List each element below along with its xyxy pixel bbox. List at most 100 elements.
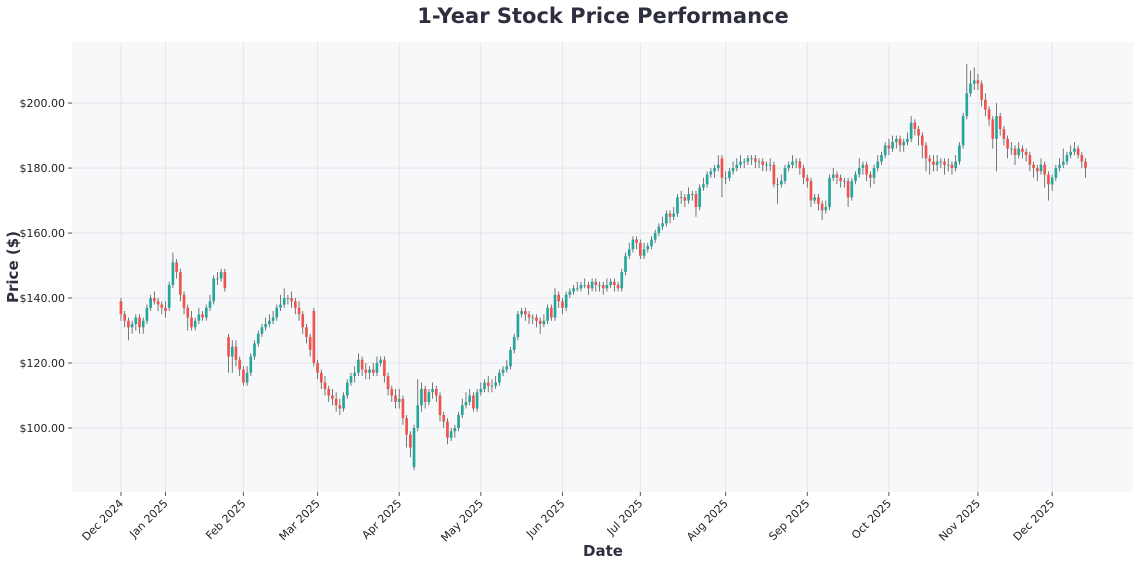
candle-body: [524, 311, 527, 315]
candle-body: [408, 434, 412, 448]
candle-body: [494, 382, 497, 386]
candle-body: [672, 213, 676, 217]
candle-body: [564, 294, 568, 308]
candle-body: [242, 369, 245, 383]
candle-body: [127, 320, 130, 328]
x-tick-label: Mar 2025: [277, 497, 323, 543]
candle-body: [624, 255, 627, 273]
candle-body: [401, 398, 405, 419]
candles: [119, 64, 1087, 471]
candle-body: [160, 304, 164, 308]
candle-body: [457, 414, 460, 428]
candle-body: [683, 197, 687, 201]
candle-body: [535, 317, 538, 321]
candle-body: [164, 307, 167, 312]
candle-body: [223, 272, 227, 289]
candle-body: [880, 155, 883, 162]
candle-body: [598, 285, 601, 286]
candle-body: [657, 226, 661, 234]
x-tick-label: Dec 2025: [1011, 497, 1058, 544]
x-tick-label: Jun 2025: [523, 497, 567, 541]
candle-body: [913, 122, 917, 130]
candle-body: [141, 320, 145, 328]
candle-body: [739, 161, 742, 165]
candle-body: [375, 363, 379, 373]
candle-body: [909, 122, 913, 139]
y-axis-title: Price ($): [4, 231, 22, 303]
candle-body: [750, 158, 753, 160]
candle-body: [542, 320, 546, 325]
candle-body: [828, 177, 831, 208]
candle-body: [891, 142, 894, 149]
candle-body: [757, 161, 761, 163]
candle-body: [1028, 155, 1032, 165]
candle-body: [575, 288, 579, 290]
candle-body: [720, 158, 724, 178]
x-tick-label: Aug 2025: [684, 497, 731, 544]
candle-body: [794, 161, 798, 163]
candle-body: [935, 161, 939, 165]
candle-body: [186, 307, 190, 318]
candle-body: [876, 161, 880, 169]
candle-body: [394, 395, 397, 402]
candle-body: [690, 194, 694, 195]
x-tick-label: May 2025: [438, 497, 486, 545]
candle-body: [149, 298, 152, 308]
candle-body: [505, 366, 509, 370]
candle-body: [490, 385, 494, 387]
candle-body: [991, 119, 995, 139]
candle-body: [219, 272, 223, 279]
candle-body: [954, 161, 958, 169]
candle-body: [319, 372, 323, 383]
candle-body: [972, 80, 976, 84]
candle-body: [156, 301, 160, 305]
candle-body: [601, 285, 605, 289]
candle-body: [939, 161, 943, 163]
candle-body: [446, 421, 449, 438]
candle-body: [427, 392, 431, 402]
candle-body: [216, 278, 219, 280]
candle-body: [323, 382, 327, 390]
candle-body: [946, 164, 950, 166]
candle-body: [308, 337, 312, 351]
candle-body: [1002, 129, 1006, 139]
candle-body: [349, 376, 353, 383]
candle-body: [527, 314, 531, 318]
candle-body: [453, 427, 457, 432]
candle-body: [197, 314, 201, 321]
candle-body: [290, 298, 293, 302]
candle-body: [301, 314, 305, 328]
candle-body: [345, 382, 349, 396]
candle-body: [950, 164, 954, 169]
candle-body: [386, 376, 390, 390]
candle-body: [1021, 148, 1024, 152]
candle-body: [442, 414, 446, 422]
candle-body: [813, 197, 817, 201]
candle-body: [134, 317, 138, 325]
candle-body: [171, 262, 175, 286]
candle-body: [869, 174, 872, 178]
candle-body: [416, 405, 420, 428]
candle-body: [668, 213, 672, 217]
candle-body: [1065, 155, 1069, 162]
candle-body: [702, 184, 705, 188]
candle-body: [353, 372, 357, 377]
candle-body: [817, 197, 820, 204]
candle-body: [360, 359, 364, 370]
candle-body: [768, 164, 772, 166]
candle-body: [193, 320, 197, 328]
candle-body: [1069, 151, 1073, 156]
candle-body: [1006, 138, 1009, 149]
candle-body: [620, 272, 624, 289]
candle-body: [676, 197, 679, 214]
candle-body: [178, 272, 182, 295]
candle-body: [609, 281, 612, 286]
candle-body: [1054, 168, 1058, 178]
candle-body: [698, 187, 702, 208]
candle-body: [520, 311, 523, 315]
candle-body: [965, 93, 969, 117]
candle-body: [549, 307, 553, 318]
candle-body: [865, 164, 868, 175]
candle-body: [787, 164, 791, 169]
candle-body: [420, 389, 423, 406]
